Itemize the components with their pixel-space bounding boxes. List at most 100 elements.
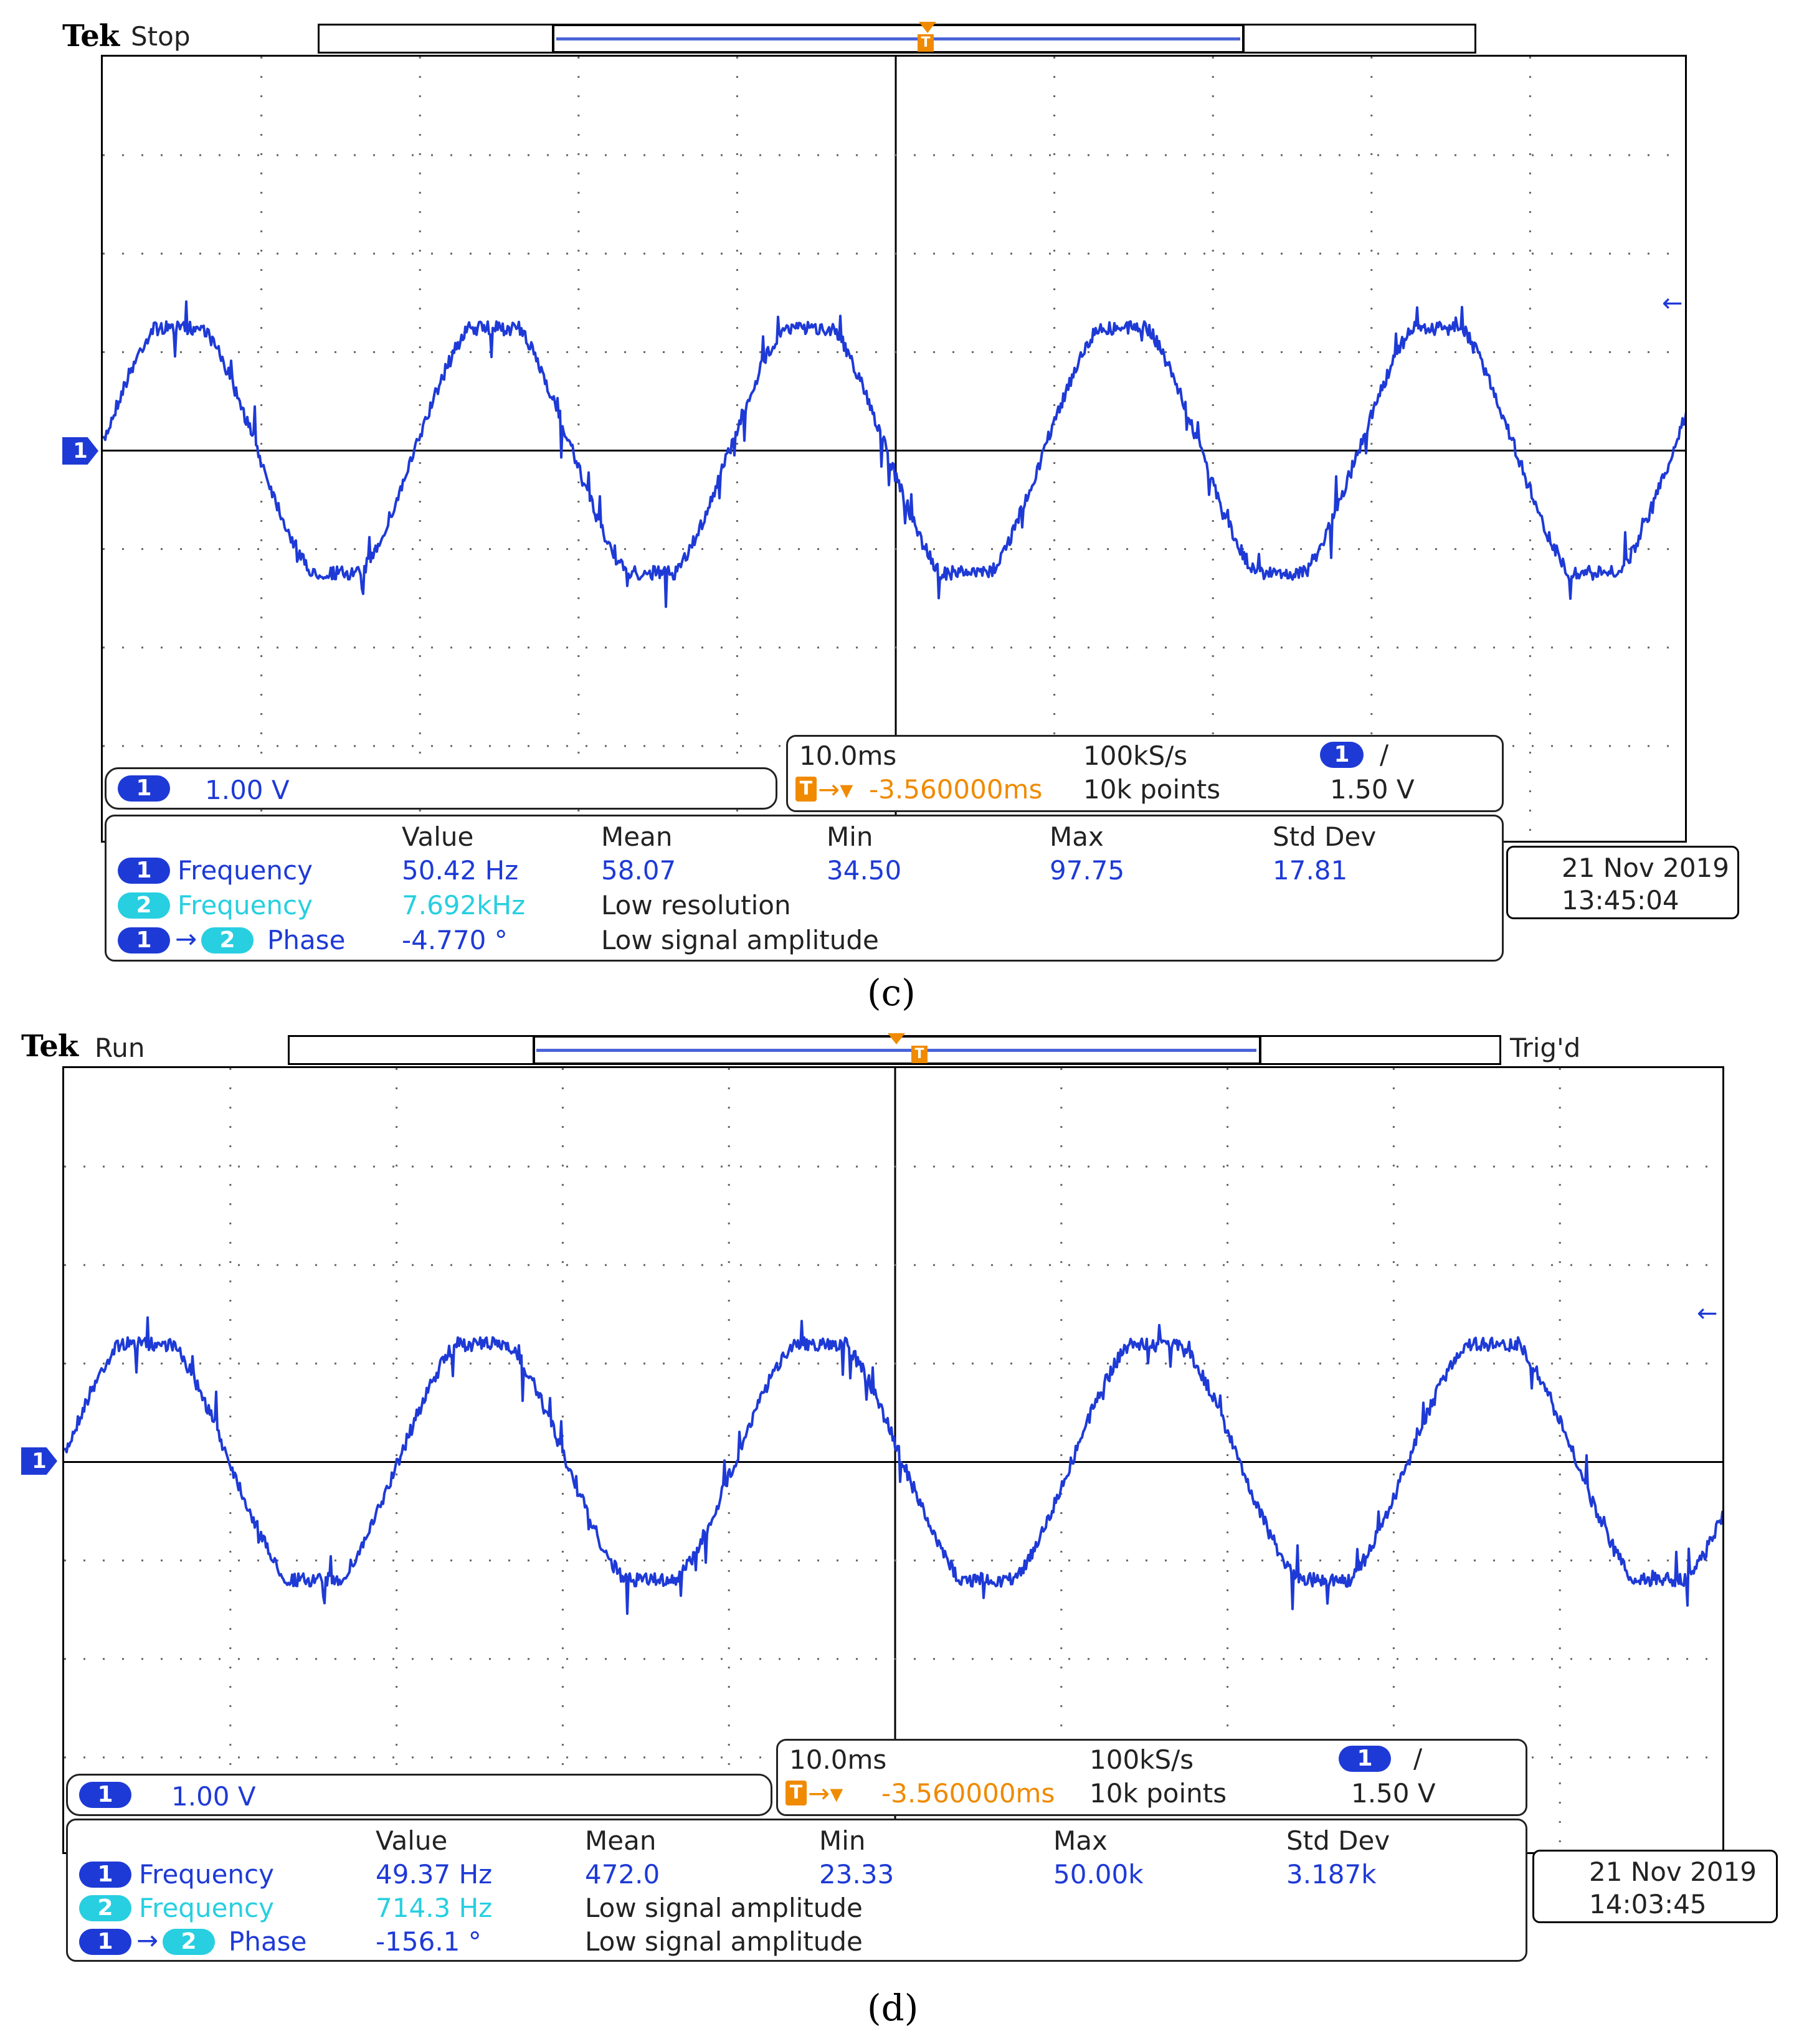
caption-c: (c) [867, 972, 916, 1014]
meas1-std: 3.187k [1286, 1859, 1377, 1890]
meas1-min: 34.50 [827, 855, 902, 886]
ch1-badge: 1 [79, 1782, 131, 1808]
header-std-dev: Std Dev [1273, 821, 1377, 852]
meas3-src-badge: 1 [79, 1929, 131, 1955]
trig-offset-icon: T [795, 777, 817, 802]
timebase: 10.0ms [799, 740, 897, 771]
trigger-slope-icon: ∕ [1413, 1743, 1423, 1774]
meas3-dst-badge: 2 [163, 1929, 215, 1955]
header-max: Max [1053, 1825, 1108, 1856]
trigger-ch-badge: 1 [1320, 742, 1364, 768]
record-overview: T [288, 1033, 1501, 1065]
meas3-label: Phase [229, 1926, 307, 1957]
meas2-ch-badge: 2 [79, 1895, 131, 1921]
meas1-max: 97.75 [1050, 855, 1125, 886]
trigger-level-arrow-icon: ← [1662, 289, 1683, 318]
meas3-note: Low signal amplitude [601, 925, 879, 955]
meas3-note: Low signal amplitude [585, 1926, 863, 1957]
trigger-position-marker [919, 22, 936, 33]
meas1-min: 23.33 [819, 1859, 895, 1890]
waveform-svg [103, 57, 1685, 841]
trigger-ch-badge: 1 [1339, 1746, 1391, 1772]
ch1-ground-marker: 1 [62, 437, 98, 465]
header-std-dev: Std Dev [1286, 1825, 1390, 1856]
caption-d: (d) [867, 1987, 919, 2029]
meas1-label: Frequency [139, 1859, 274, 1890]
sample-rate: 100kS/s [1089, 1744, 1194, 1775]
meas2-note: Low signal amplitude [585, 1893, 863, 1923]
trigger-status: Trig'd [1510, 1033, 1581, 1063]
trigger-level-arrow-icon: ← [1697, 1299, 1718, 1328]
record-length: 10k points [1089, 1778, 1227, 1809]
meas3-arrow: → [175, 924, 197, 954]
ch1-badge: 1 [118, 775, 170, 802]
trig-offset: -3.560000ms [869, 774, 1043, 805]
meas2-label: Frequency [178, 890, 313, 920]
time: 13:45:04 [1562, 885, 1679, 916]
header-min: Min [827, 821, 873, 852]
brand-logo: Tek [21, 1029, 78, 1064]
ch1-trace [103, 300, 1685, 608]
header-mean: Mean [585, 1825, 657, 1856]
trig-offset-icon: T [785, 1781, 807, 1805]
meas3-dst-badge: 2 [201, 927, 254, 953]
meas1-value: 50.42 Hz [402, 855, 519, 886]
record-length: 10k points [1083, 774, 1221, 805]
meas1-std: 17.81 [1273, 855, 1348, 886]
meas2-note: Low resolution [601, 890, 791, 920]
date: 21 Nov 2019 [1589, 1857, 1757, 1887]
meas2-label: Frequency [139, 1893, 274, 1923]
measurement-box: Value Mean Min Max Std Dev 1 Frequency 5… [105, 815, 1504, 962]
sample-rate: 100kS/s [1083, 740, 1188, 771]
horizontal-box: 10.0ms 100kS/s 1 ∕ T →▾ -3.560000ms 10k … [786, 735, 1504, 812]
trigger-position-marker [888, 1033, 905, 1044]
header-value: Value [376, 1825, 448, 1856]
measurement-box: Value Mean Min Max Std Dev 1 Frequency 4… [66, 1819, 1527, 1962]
meas3-value: -156.1 ° [376, 1926, 482, 1957]
brand-logo: Tek [62, 19, 120, 54]
trigger-level: 1.50 V [1351, 1778, 1436, 1809]
meas1-max: 50.00k [1053, 1859, 1144, 1890]
ch1-scale: 1.00 V [171, 1781, 256, 1812]
ch1-trace [64, 1316, 1722, 1615]
waveform-graticule [62, 1066, 1724, 1854]
header-max: Max [1050, 821, 1104, 852]
ch1-scale: 1.00 V [205, 775, 290, 805]
trig-offset-arrow: →▾ [818, 774, 853, 805]
meas2-value: 714.3 Hz [376, 1893, 493, 1923]
date: 21 Nov 2019 [1562, 853, 1730, 883]
meas1-ch-badge: 1 [118, 858, 170, 884]
datetime-box: 21 Nov 2019 14:03:45 [1532, 1850, 1778, 1923]
waveform-graticule [101, 55, 1687, 843]
meas2-value: 7.692kHz [402, 890, 526, 920]
header-min: Min [819, 1825, 866, 1856]
trigger-slope-icon: ∕ [1380, 739, 1389, 770]
horizontal-box: 10.0ms 100kS/s 1 ∕ T →▾ -3.560000ms 10k … [776, 1739, 1527, 1816]
timebase: 10.0ms [789, 1744, 887, 1775]
meas3-arrow: → [136, 1925, 159, 1956]
meas1-mean: 472.0 [585, 1859, 660, 1890]
meas3-value: -4.770 ° [402, 925, 508, 955]
trig-offset-arrow: →▾ [808, 1778, 843, 1809]
channel-scale-box: 1 1.00 V [66, 1774, 772, 1816]
acquisition-status: Run [95, 1033, 145, 1063]
ch1-ground-marker: 1 [21, 1447, 57, 1475]
meas1-value: 49.37 Hz [376, 1859, 493, 1890]
meas2-ch-badge: 2 [118, 892, 170, 919]
channel-scale-box: 1 1.00 V [105, 767, 777, 810]
datetime-box: 21 Nov 2019 13:45:04 [1506, 846, 1739, 919]
time: 14:03:45 [1589, 1889, 1707, 1919]
header-value: Value [402, 821, 474, 852]
acquisition-status: Stop [131, 21, 191, 52]
meas3-src-badge: 1 [118, 927, 170, 953]
scope-d: Tek Run Trig'd T T 1 ← 1 1.00 V 10.0ms 1… [0, 1009, 1794, 2044]
meas1-ch-badge: 1 [79, 1862, 131, 1888]
header-mean: Mean [601, 821, 673, 852]
scope-c: Tek Stop T T 1 ← 1 1.00 V 10.0ms 100kS/s… [0, 0, 1794, 1014]
record-overview: T [318, 22, 1476, 54]
record-window-bar [556, 37, 1240, 40]
record-trigger-icon: T [911, 1046, 928, 1063]
waveform-svg [64, 1068, 1722, 1852]
meas3-label: Phase [267, 925, 346, 955]
meas1-mean: 58.07 [601, 855, 676, 886]
